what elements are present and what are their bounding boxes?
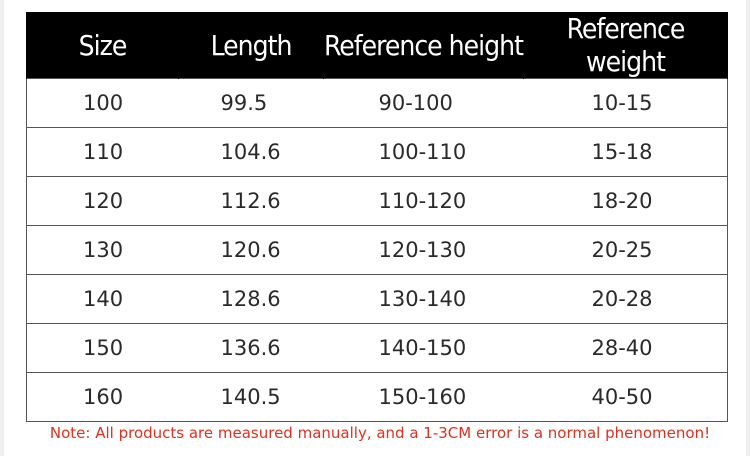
header-length: Length xyxy=(178,12,324,79)
cell-size: 120 xyxy=(26,176,179,226)
measurement-note: Note: All products are measured manually… xyxy=(49,424,711,442)
cell-size: 100 xyxy=(26,78,179,128)
cell-reference-height: 150-160 xyxy=(323,372,524,422)
cell-size: 140 xyxy=(26,274,179,324)
cell-reference-weight: 28-40 xyxy=(523,323,728,373)
cell-reference-height: 140-150 xyxy=(323,323,524,373)
cell-length: 99.5 xyxy=(178,78,324,128)
cell-length: 120.6 xyxy=(178,225,324,275)
cell-reference-height: 110-120 xyxy=(323,176,524,226)
table-row: 160 140.5 150-160 40-50 xyxy=(26,372,728,422)
header-size: Size xyxy=(26,12,179,79)
table-row: 130 120.6 120-130 20-25 xyxy=(26,225,728,275)
cell-reference-weight: 10-15 xyxy=(523,78,728,128)
cell-reference-weight: 18-20 xyxy=(523,176,728,226)
table-row: 140 128.6 130-140 20-28 xyxy=(26,274,728,324)
cell-length: 104.6 xyxy=(178,127,324,177)
page-edge-left xyxy=(0,0,4,456)
table-header-row: Size Length Reference height Reference w… xyxy=(26,12,728,79)
cell-reference-weight: 15-18 xyxy=(523,127,728,177)
table-row: 150 136.6 140-150 28-40 xyxy=(26,323,728,373)
cell-size: 110 xyxy=(26,127,179,177)
cell-reference-weight: 20-25 xyxy=(523,225,728,275)
cell-length: 140.5 xyxy=(178,372,324,422)
table-row: 100 99.5 90-100 10-15 xyxy=(26,78,728,128)
cell-reference-height: 90-100 xyxy=(323,78,524,128)
page-edge-right xyxy=(746,0,750,456)
cell-length: 128.6 xyxy=(178,274,324,324)
table-row: 110 104.6 100-110 15-18 xyxy=(26,127,728,177)
cell-reference-height: 100-110 xyxy=(323,127,524,177)
header-reference-height: Reference height xyxy=(323,12,524,79)
table-row: 120 112.6 110-120 18-20 xyxy=(26,176,728,226)
cell-size: 150 xyxy=(26,323,179,373)
cell-length: 136.6 xyxy=(178,323,324,373)
cell-reference-height: 120-130 xyxy=(323,225,524,275)
cell-reference-weight: 40-50 xyxy=(523,372,728,422)
size-chart-table: Size Length Reference height Reference w… xyxy=(26,12,728,422)
cell-length: 112.6 xyxy=(178,176,324,226)
header-reference-weight: Reference weight xyxy=(523,12,728,79)
cell-size: 160 xyxy=(26,372,179,422)
cell-size: 130 xyxy=(26,225,179,275)
cell-reference-height: 130-140 xyxy=(323,274,524,324)
cell-reference-weight: 20-28 xyxy=(523,274,728,324)
